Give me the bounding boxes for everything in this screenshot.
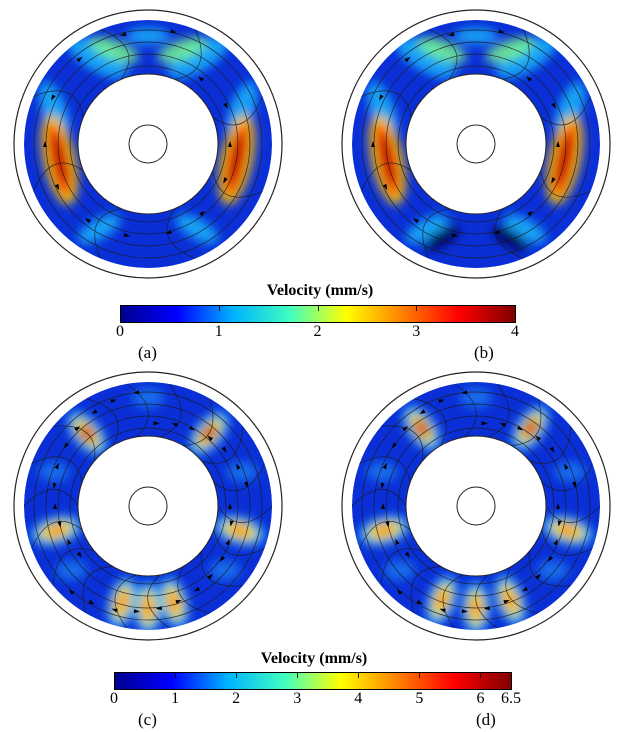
center-rod (128, 486, 168, 526)
flow-arrows (371, 29, 560, 237)
panel-a-label: (a) (138, 343, 157, 362)
colorbar-tick-label: 3 (293, 690, 302, 707)
colorbar-tick-label: 1 (214, 323, 223, 340)
colorbar-tick (175, 672, 177, 678)
panel-c-svg (13, 371, 283, 641)
colorbar-tick-label: 5 (415, 690, 424, 707)
flow-arrows (43, 29, 232, 237)
colorbar-tick-label: 2 (313, 323, 322, 340)
flow-arrows (380, 390, 577, 614)
colorbar-tick (358, 672, 360, 678)
colorbar-tick-label: 4 (354, 690, 363, 707)
colorbar-top-title: Velocity (mm/s) (266, 282, 374, 299)
colorbar-bottom-title: Velocity (mm/s) (260, 650, 368, 667)
panel-c-label: (c) (138, 710, 157, 729)
colorbar-tick (218, 305, 220, 311)
panel-c-plot (10, 370, 286, 642)
colorbar-tick-label: 0 (116, 323, 124, 340)
colorbar-tick (480, 672, 482, 678)
flow-arrows (52, 390, 249, 614)
panel-b-svg (341, 9, 611, 279)
colorbar-tick (317, 305, 319, 311)
panel-d-label: (d) (476, 710, 496, 729)
colorbar-tick-label: 0 (110, 690, 118, 707)
colorbar-tick-label: 1 (171, 690, 180, 707)
center-rod (456, 124, 496, 164)
center-rod (456, 486, 496, 526)
colorbar-tick-label: 6.5 (501, 690, 521, 707)
panel-a-plot (10, 8, 286, 280)
streamlines (23, 383, 273, 629)
panel-a-svg (13, 9, 283, 279)
panel-b-plot (338, 8, 614, 280)
velocity-field (30, 388, 266, 631)
colorbar-tick (297, 672, 299, 678)
colorbar-tick-label: 4 (511, 323, 519, 340)
colorbar-tick-label: 2 (232, 690, 241, 707)
panel-d-svg (341, 371, 611, 641)
colorbar-tick (416, 305, 418, 311)
colorbar-tick (419, 672, 421, 678)
streamlines (351, 383, 601, 629)
colorbar-tick-label: 6 (476, 690, 485, 707)
colorbar-tick (236, 672, 238, 678)
panel-d-plot (338, 370, 614, 642)
colorbar-tick-label: 3 (412, 323, 421, 340)
colorbar-bottom (114, 672, 512, 690)
center-rod (128, 124, 168, 164)
panel-b-label: (b) (474, 343, 494, 362)
